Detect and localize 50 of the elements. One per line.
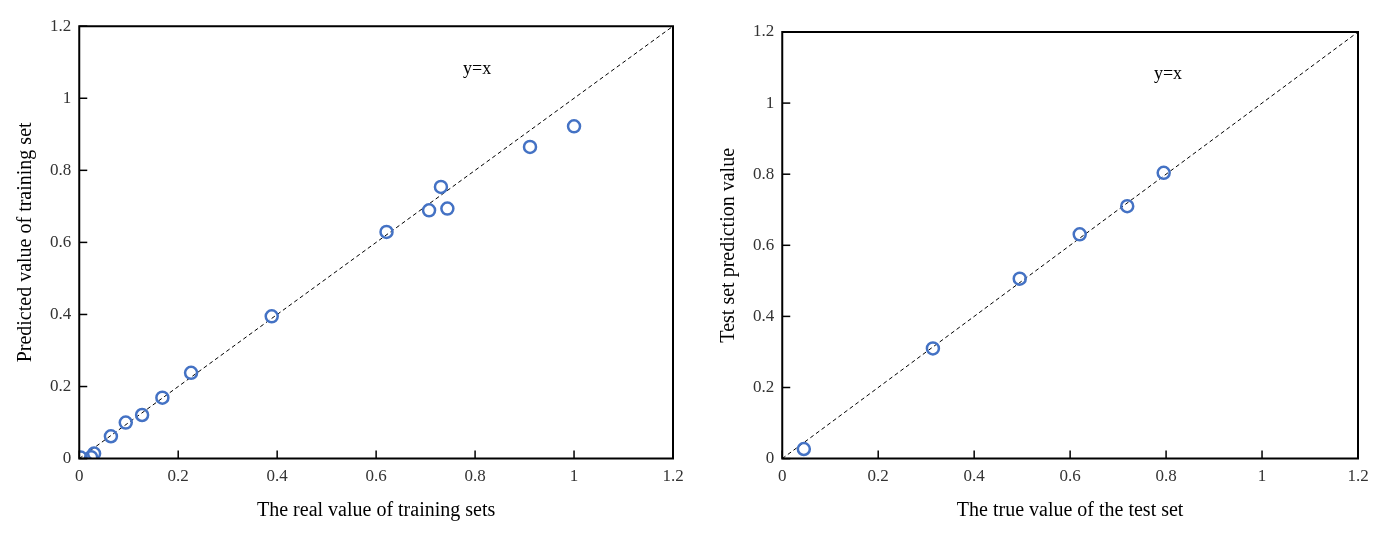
- x-axis-title: The real value of training sets: [257, 498, 496, 522]
- point: [925, 341, 941, 356]
- point: [433, 179, 449, 195]
- y-tick-label: 0.4: [753, 305, 775, 325]
- y-tick-label: 0.2: [753, 376, 775, 396]
- point: [264, 309, 279, 324]
- x-tick-label: 0.6: [1059, 466, 1081, 486]
- point: [155, 390, 170, 405]
- x-tick-label: 0.2: [167, 466, 189, 486]
- y-tick-label: 0.8: [50, 159, 72, 179]
- annotation: y=x: [1153, 63, 1183, 84]
- x-tick-label: 0.6: [365, 466, 387, 486]
- y-tick-label: 1: [765, 92, 775, 112]
- x-tick-label: 1: [569, 466, 579, 486]
- point: [421, 203, 437, 218]
- point: [566, 119, 582, 134]
- x-tick-label: 0.4: [963, 466, 986, 486]
- x-tick-label: 1.2: [662, 466, 684, 486]
- y-tick-label: 0: [765, 448, 775, 468]
- y-tick-label: 1.2: [753, 21, 775, 41]
- point: [440, 201, 455, 216]
- x-tick-label: 0.8: [464, 466, 486, 486]
- x-tick-label: 1.2: [1347, 466, 1369, 486]
- point: [1072, 227, 1087, 242]
- point: [796, 441, 812, 457]
- y-tick-label: 0.6: [50, 231, 72, 251]
- y-tick-label: 0: [62, 448, 72, 468]
- point: [103, 429, 119, 444]
- y-axis-title: Predicted value of training set: [13, 122, 37, 363]
- x-axis-title: The true value of the test set: [956, 498, 1184, 521]
- point: [118, 415, 134, 430]
- point: [1012, 271, 1027, 286]
- y-tick-label: 0.6: [753, 234, 775, 254]
- y-tick-label: 0.4: [50, 303, 72, 323]
- x-tick-label: 0.8: [1155, 466, 1177, 486]
- x-tick-label: 1: [1257, 466, 1267, 486]
- y-tick-label: 0.8: [753, 163, 775, 183]
- y-tick-label: 0.2: [50, 376, 72, 395]
- annotation: y=x: [462, 58, 492, 79]
- y-axis-title: Test set prediction value: [716, 147, 740, 343]
- point: [183, 365, 199, 381]
- y-tick-label: 1.2: [50, 15, 72, 35]
- x-tick-label: 0.2: [867, 466, 889, 486]
- point: [522, 139, 538, 155]
- point: [1119, 198, 1135, 214]
- point: [379, 224, 394, 240]
- point: [134, 407, 150, 423]
- point: [1156, 165, 1171, 181]
- x-tick-label: 0.4: [266, 466, 289, 486]
- y-tick-label: 1: [62, 87, 72, 107]
